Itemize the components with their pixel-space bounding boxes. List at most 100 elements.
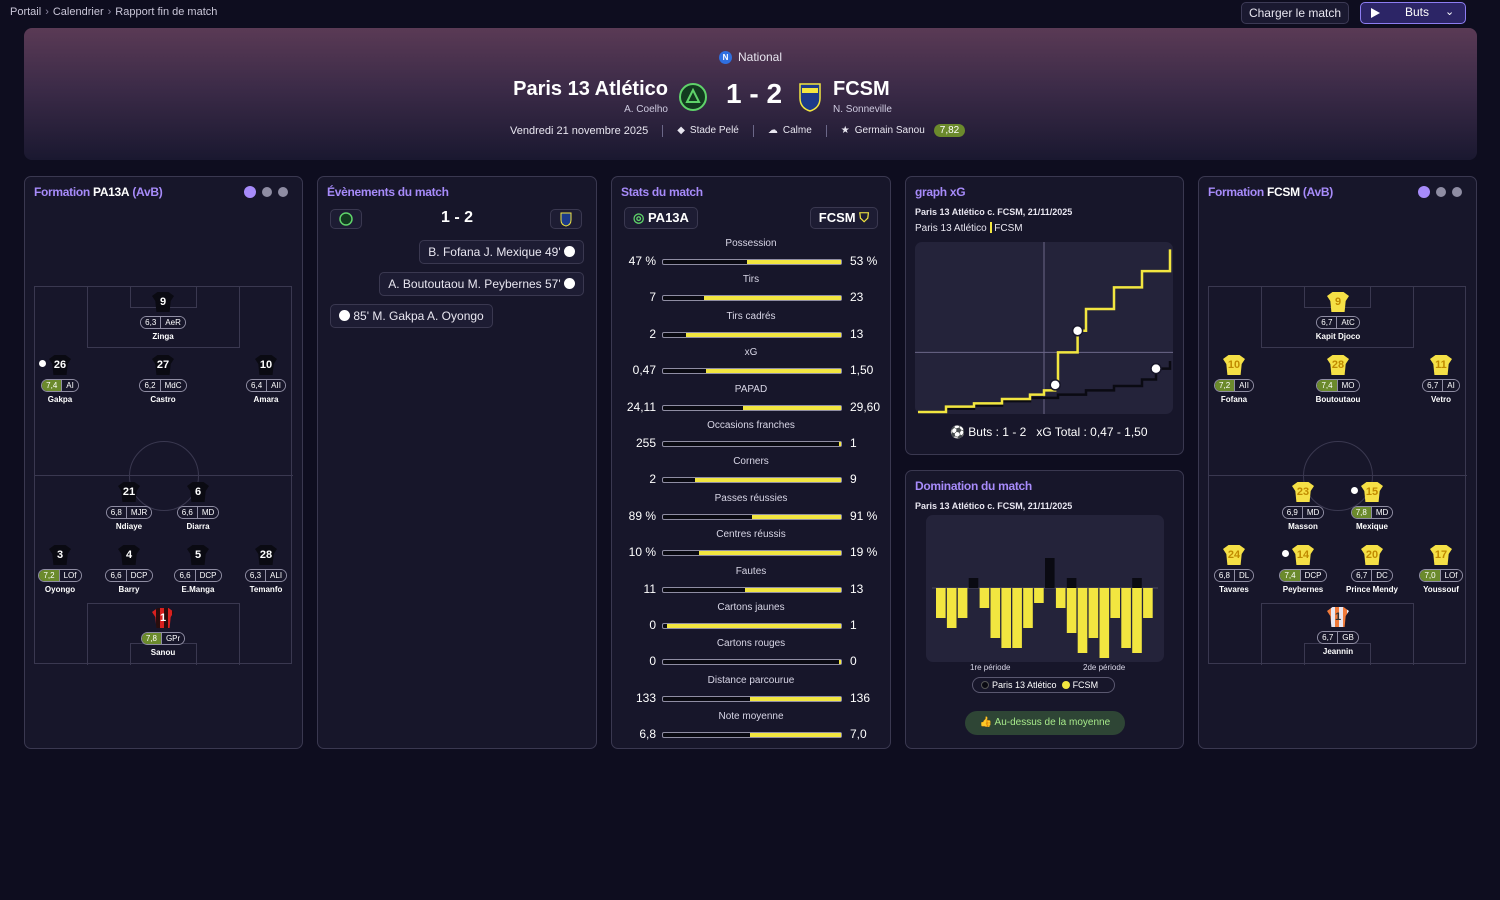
player-card[interactable]: 3 7,2 LOf Oyongo xyxy=(30,545,90,594)
stats-away-team: FCSM ⛉ xyxy=(809,207,878,229)
legend-home: Paris 13 Atlético xyxy=(915,223,987,234)
shirt-number: 9 xyxy=(1334,296,1342,308)
home-team-name[interactable]: Paris 13 Atlético xyxy=(513,78,668,100)
lineup-pager[interactable] xyxy=(244,186,288,198)
player-card[interactable]: 1 7,8 GPr Sanou xyxy=(133,608,193,657)
shirt-icon: 1 xyxy=(152,608,174,628)
events-panel: Évènements du match 1 - 2 B. Fofana J. M… xyxy=(317,176,597,749)
load-match-button[interactable]: Charger le match xyxy=(1241,2,1349,24)
shirt-number: 28 xyxy=(1331,359,1345,371)
pager-dot[interactable] xyxy=(262,187,272,197)
player-card[interactable]: 4 6,6 DCP Barry xyxy=(99,545,159,594)
event-goal[interactable]: 85' M. Gakpa A. Oyongo xyxy=(330,304,493,328)
rating-pill: 6,7 GB xyxy=(1317,631,1359,644)
player-position: AI xyxy=(1442,380,1459,391)
shirt-number: 1 xyxy=(1334,611,1342,623)
pager-dot[interactable] xyxy=(1452,187,1462,197)
pager-dot[interactable] xyxy=(278,187,288,197)
player-card[interactable]: 5 6,6 DCP E.Manga xyxy=(168,545,228,594)
stat-bar xyxy=(662,368,842,375)
stadium: ◆ Stade Pelé xyxy=(677,125,739,136)
breadcrumb-portail[interactable]: Portail xyxy=(10,6,42,18)
shirt-icon: 3 xyxy=(49,545,71,565)
event-goal[interactable]: B. Fofana J. Mexique 49' xyxy=(419,240,584,264)
stat-label: Distance parcourue xyxy=(707,674,795,686)
player-card[interactable]: 9 6,3 AeR Zinga xyxy=(133,292,193,341)
player-position: AI xyxy=(61,380,78,391)
domination-bar xyxy=(1055,588,1066,608)
legend-dot xyxy=(981,681,989,689)
player-card[interactable]: 28 6,3 ALI Temanfo xyxy=(236,545,296,594)
stat-bar-fill xyxy=(750,733,841,738)
shirt-icon: 20 xyxy=(1361,545,1383,565)
home-crest-icon[interactable] xyxy=(678,82,708,112)
stat-away-value: 19 % xyxy=(850,545,878,560)
player-card[interactable]: 23 6,9 MD Masson xyxy=(1273,482,1333,531)
player-card[interactable]: 6 6,6 MD Diarra xyxy=(168,482,228,531)
stat-row: Possession 47 % 53 % xyxy=(612,238,890,274)
player-card[interactable]: 14 7,4 DCP Peybernes xyxy=(1273,545,1333,594)
domination-bar xyxy=(1121,588,1131,648)
pager-dot[interactable] xyxy=(1418,186,1430,198)
player-card[interactable]: 10 7,2 AII Fofana xyxy=(1204,355,1264,404)
shirt-icon: 28 xyxy=(255,545,277,565)
rating-pill: 7,8 GPr xyxy=(140,632,186,645)
domination-title: Domination du match xyxy=(915,479,1032,493)
domination-bar xyxy=(1023,588,1033,628)
competition-badge-icon: N xyxy=(718,51,732,64)
weather: ☁ Calme xyxy=(768,125,812,136)
goals-dropdown-button[interactable]: Buts ⌄ xyxy=(1360,2,1466,24)
shirt-icon: 11 xyxy=(1430,355,1452,375)
away-crest-icon[interactable] xyxy=(798,82,822,112)
events-score: 1 - 2 xyxy=(440,209,473,226)
away-team-name[interactable]: FCSM xyxy=(833,78,890,100)
event-text: B. Fofana J. Mexique 49' xyxy=(428,245,561,259)
player-card[interactable]: 20 6,7 DC Prince Mendy xyxy=(1342,545,1402,594)
domination-bar xyxy=(1132,578,1142,588)
event-goal[interactable]: A. Boutoutaou M. Peybernes 57' xyxy=(379,272,584,296)
domination-bar xyxy=(1110,588,1120,618)
player-card[interactable]: 1 6,7 GB Jeannin xyxy=(1308,607,1368,656)
player-card[interactable]: 15 7,8 MD Mexique xyxy=(1342,482,1402,531)
stat-label: Fautes xyxy=(735,565,767,577)
shirt-icon: 5 xyxy=(187,545,209,565)
player-card[interactable]: 10 6,4 AII Amara xyxy=(236,355,296,404)
event-text: A. Boutoutaou M. Peybernes 57' xyxy=(388,277,561,291)
player-rating: 6,4 xyxy=(247,380,267,391)
chevron-right-icon: › xyxy=(45,6,49,18)
player-position: MJR xyxy=(125,507,152,518)
player-card[interactable]: 11 6,7 AI Vetro xyxy=(1411,355,1471,404)
player-rating: 6,9 xyxy=(1282,507,1302,518)
player-card[interactable]: 28 7,4 MO Boutoutaou xyxy=(1308,355,1368,404)
stat-away-value: 1 xyxy=(850,618,857,632)
stat-label: Passes réussies xyxy=(714,492,788,504)
player-card[interactable]: 17 7,0 LOf Youssouf xyxy=(1411,545,1471,594)
player-position: MdC xyxy=(159,380,186,391)
pager-dot[interactable] xyxy=(1436,187,1446,197)
stat-bar xyxy=(662,295,842,302)
player-card[interactable]: 27 6,2 MdC Castro xyxy=(133,355,193,404)
rating-pill: 7,4 AI xyxy=(41,379,79,392)
home-crest-icon xyxy=(330,209,362,229)
goal-ball-icon xyxy=(1280,548,1291,559)
player-card[interactable]: 9 6,7 AtC Kapit Djoco xyxy=(1308,292,1368,341)
breadcrumb-calendrier[interactable]: Calendrier xyxy=(52,6,104,18)
domination-bar xyxy=(1099,588,1110,658)
stat-home-value: 133 xyxy=(635,690,656,705)
stat-away-value: 7,0 xyxy=(850,727,867,742)
motm-name[interactable]: Germain Sanou xyxy=(854,125,925,136)
competition-name: National xyxy=(737,50,783,64)
away-coach[interactable]: N. Sonneville xyxy=(833,104,892,115)
player-position: LOf xyxy=(58,570,81,581)
player-card[interactable]: 24 6,8 DL Tavares xyxy=(1204,545,1264,594)
player-card[interactable]: 26 7,4 AI Gakpa xyxy=(30,355,90,404)
pager-dot[interactable] xyxy=(244,186,256,198)
shirt-icon: 6 xyxy=(187,482,209,502)
domination-bar xyxy=(1088,588,1099,638)
stat-bar xyxy=(662,623,842,629)
home-coach[interactable]: A. Coelho xyxy=(624,104,668,115)
shirt-number: 14 xyxy=(1296,549,1310,561)
player-card[interactable]: 21 6,8 MJR Ndiaye xyxy=(99,482,159,531)
player-name: Vetro xyxy=(1430,395,1451,404)
lineup-pager[interactable] xyxy=(1418,186,1462,198)
